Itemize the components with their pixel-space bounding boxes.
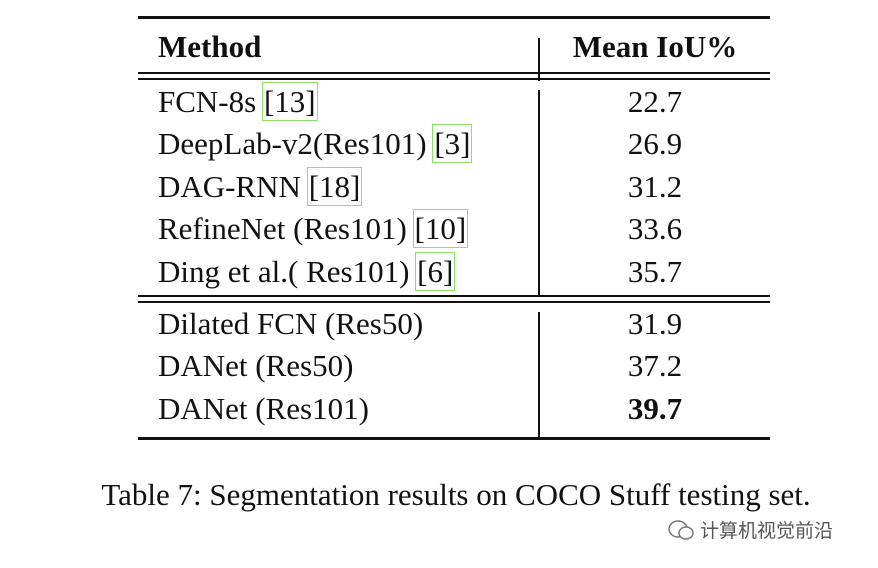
citation: [3] [432, 124, 473, 164]
bottom-rule [138, 437, 770, 440]
method-name: DeepLab-v2(Res101) [158, 126, 435, 162]
watermark-text: 计算机视觉前沿 [700, 520, 834, 542]
method-cell: DAG-RNN [18] [158, 166, 363, 206]
column-divider [538, 38, 540, 81]
method-name: Ding et al.( Res101) [158, 253, 418, 289]
method-cell: RefineNet (Res101) [10] [158, 209, 469, 249]
citation: [10] [412, 209, 469, 249]
miou-value: 35.7 [627, 253, 683, 289]
group-rule [138, 295, 770, 297]
method-name: RefineNet (Res101) [158, 211, 415, 247]
method-name: FCN-8s [158, 84, 264, 119]
method-cell: Dilated FCN (Res50) [158, 306, 423, 342]
citation: [13] [261, 82, 318, 121]
top-rule [138, 16, 770, 19]
method-name: DANet (Res101) [158, 390, 369, 426]
miou-value: 37.2 [627, 348, 683, 384]
miou-value: 39.7 [627, 390, 683, 426]
mid-rule [138, 72, 770, 74]
miou-value: 31.9 [627, 306, 683, 341]
citation: [6] [415, 251, 456, 291]
citation: [18] [306, 166, 363, 206]
method-cell: DANet (Res50) [158, 348, 353, 384]
method-name: DANet (Res50) [158, 348, 354, 384]
column-divider [538, 312, 540, 438]
method-name: DAG-RNN [158, 168, 309, 204]
watermark: 计算机视觉前沿 [668, 516, 833, 543]
method-name: Dilated FCN (Res50) [158, 306, 424, 341]
method-cell: DANet (Res101) [158, 391, 369, 427]
header-metric: Mean IoU% [572, 29, 738, 64]
group-rule [138, 301, 770, 303]
method-cell: FCN-8s [13] [158, 82, 318, 121]
method-cell: Ding et al.( Res101) [6] [158, 251, 456, 291]
column-divider [538, 90, 540, 295]
miou-value: 22.7 [627, 84, 683, 119]
caption: Table 7: Segmentation results on COCO St… [101, 477, 811, 512]
watermark-icon [668, 519, 694, 540]
miou-value: 33.6 [627, 211, 683, 247]
header-method: Method [158, 29, 262, 64]
miou-value: 26.9 [627, 126, 683, 162]
miou-value: 31.2 [627, 168, 683, 204]
method-cell: DeepLab-v2(Res101) [3] [158, 124, 473, 164]
mid-rule [138, 78, 770, 80]
